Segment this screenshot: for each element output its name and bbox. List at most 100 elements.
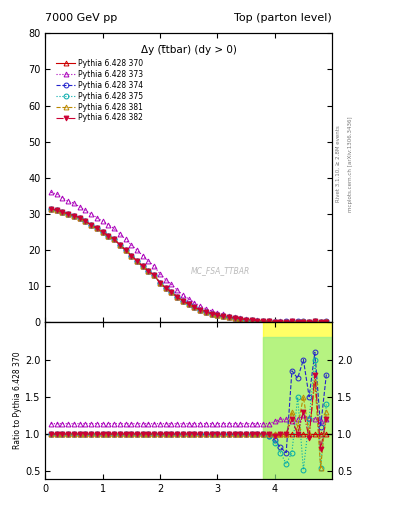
- Pythia 6.428 381: [158, 280, 162, 286]
- Pythia 6.428 382: [261, 318, 266, 324]
- Pythia 6.428 370: [118, 242, 122, 248]
- Pythia 6.428 382: [226, 314, 231, 321]
- Pythia 6.428 370: [94, 225, 99, 231]
- Pythia 6.428 381: [135, 258, 140, 264]
- Pythia 6.428 381: [146, 268, 151, 274]
- Pythia 6.428 381: [180, 297, 185, 304]
- Pythia 6.428 382: [215, 312, 220, 318]
- Pythia 6.428 373: [83, 207, 88, 214]
- Pythia 6.428 373: [66, 198, 70, 204]
- Pythia 6.428 375: [169, 289, 174, 295]
- Pythia 6.428 370: [255, 317, 260, 324]
- Pythia 6.428 374: [175, 294, 180, 300]
- Pythia 6.428 373: [140, 252, 145, 259]
- Pythia 6.428 382: [295, 318, 300, 325]
- Pythia 6.428 382: [146, 268, 151, 274]
- Pythia 6.428 373: [123, 236, 128, 242]
- Pythia 6.428 382: [100, 229, 105, 235]
- Pythia 6.428 374: [192, 304, 197, 310]
- Pythia 6.428 373: [301, 319, 306, 325]
- Pythia 6.428 381: [301, 318, 306, 325]
- Pythia 6.428 374: [301, 318, 306, 325]
- Pythia 6.428 382: [175, 294, 180, 300]
- Pythia 6.428 381: [290, 318, 294, 325]
- Pythia 6.428 382: [169, 289, 174, 295]
- Pythia 6.428 370: [318, 319, 323, 325]
- Pythia 6.428 373: [232, 314, 237, 320]
- Pythia 6.428 382: [186, 301, 191, 307]
- Pythia 6.428 381: [312, 318, 317, 324]
- Pythia 6.428 373: [112, 225, 116, 231]
- Pythia 6.428 382: [106, 232, 111, 239]
- Pythia 6.428 374: [54, 207, 59, 214]
- Text: Δy (t̅tbar) (dy > 0): Δy (t̅tbar) (dy > 0): [141, 45, 237, 55]
- Pythia 6.428 370: [83, 218, 88, 224]
- Line: Pythia 6.428 381: Pythia 6.428 381: [48, 206, 329, 324]
- Pythia 6.428 382: [72, 212, 76, 219]
- Pythia 6.428 370: [301, 319, 306, 325]
- Pythia 6.428 382: [255, 317, 260, 324]
- Pythia 6.428 382: [135, 258, 140, 264]
- Pythia 6.428 370: [295, 319, 300, 325]
- Pythia 6.428 373: [278, 318, 283, 325]
- Pythia 6.428 370: [100, 229, 105, 235]
- Pythia 6.428 374: [250, 317, 254, 324]
- Pythia 6.428 381: [244, 316, 248, 323]
- Pythia 6.428 375: [180, 297, 185, 304]
- Pythia 6.428 373: [204, 306, 208, 312]
- Pythia 6.428 381: [100, 229, 105, 235]
- Text: Top (parton level): Top (parton level): [234, 13, 332, 23]
- Pythia 6.428 381: [284, 318, 288, 325]
- Line: Pythia 6.428 370: Pythia 6.428 370: [48, 206, 329, 325]
- Pythia 6.428 370: [77, 215, 82, 221]
- Pythia 6.428 370: [152, 272, 156, 279]
- Pythia 6.428 381: [129, 252, 134, 259]
- Pythia 6.428 370: [238, 316, 242, 322]
- Pythia 6.428 373: [295, 319, 300, 325]
- Pythia 6.428 374: [163, 285, 168, 291]
- Pythia 6.428 375: [266, 318, 271, 325]
- Pythia 6.428 374: [135, 258, 140, 264]
- Pythia 6.428 370: [284, 319, 288, 325]
- Text: MC_FSA_TTBAR: MC_FSA_TTBAR: [191, 266, 250, 275]
- Pythia 6.428 375: [226, 314, 231, 321]
- Pythia 6.428 373: [158, 270, 162, 276]
- Pythia 6.428 370: [163, 285, 168, 291]
- Line: Pythia 6.428 382: Pythia 6.428 382: [48, 206, 329, 324]
- Pythia 6.428 375: [209, 311, 214, 317]
- Pythia 6.428 382: [312, 318, 317, 325]
- Pythia 6.428 381: [186, 301, 191, 307]
- Pythia 6.428 370: [129, 252, 134, 259]
- Pythia 6.428 374: [169, 289, 174, 295]
- Pythia 6.428 370: [290, 319, 294, 325]
- Pythia 6.428 381: [169, 289, 174, 295]
- Pythia 6.428 382: [118, 242, 122, 248]
- Pythia 6.428 375: [272, 318, 277, 325]
- Pythia 6.428 370: [324, 319, 329, 326]
- Pythia 6.428 381: [118, 242, 122, 248]
- Pythia 6.428 375: [54, 207, 59, 214]
- Pythia 6.428 374: [118, 242, 122, 248]
- Pythia 6.428 370: [112, 236, 116, 242]
- Pythia 6.428 382: [112, 236, 116, 242]
- Pythia 6.428 374: [100, 229, 105, 235]
- Pythia 6.428 370: [72, 212, 76, 219]
- Pythia 6.428 373: [94, 215, 99, 221]
- Text: 7000 GeV pp: 7000 GeV pp: [45, 13, 118, 23]
- Pythia 6.428 382: [140, 263, 145, 269]
- Pythia 6.428 382: [94, 225, 99, 231]
- Pythia 6.428 370: [66, 211, 70, 217]
- Pythia 6.428 374: [158, 280, 162, 286]
- Pythia 6.428 375: [94, 225, 99, 231]
- Pythia 6.428 375: [295, 318, 300, 325]
- Y-axis label: Ratio to Pythia 6.428 370: Ratio to Pythia 6.428 370: [13, 352, 22, 450]
- Pythia 6.428 373: [250, 316, 254, 323]
- Pythia 6.428 374: [123, 247, 128, 253]
- Pythia 6.428 370: [266, 318, 271, 325]
- Pythia 6.428 370: [204, 309, 208, 315]
- Pythia 6.428 373: [215, 310, 220, 316]
- Pythia 6.428 370: [215, 312, 220, 318]
- Pythia 6.428 381: [295, 318, 300, 325]
- Pythia 6.428 381: [60, 209, 65, 215]
- Pythia 6.428 373: [198, 303, 202, 309]
